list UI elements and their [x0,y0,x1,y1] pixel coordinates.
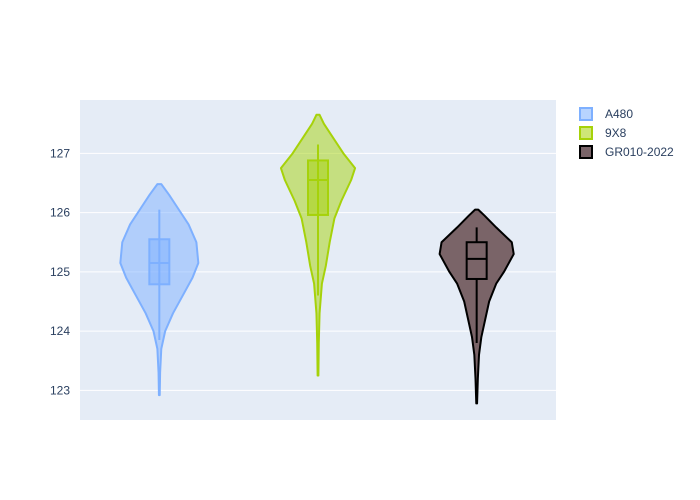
violin-box [148,238,171,286]
y-tick-label: 127 [50,146,70,160]
legend-swatch [579,145,593,159]
legend[interactable]: A480 9X8 GR010-2022 [579,107,674,159]
y-tick-label: 124 [50,324,70,338]
violin-9X8 [279,113,357,377]
violin-box [465,241,488,280]
legend-label: 9X8 [605,126,627,140]
legend-item-GR010-2022[interactable]: GR010-2022 [579,145,674,159]
y-axis-ticks: 123 124 125 126 127 [50,146,70,397]
legend-item-A480[interactable]: A480 [579,107,633,121]
legend-item-9X8[interactable]: 9X8 [579,126,627,140]
y-tick-label: 126 [50,206,70,220]
legend-swatch [579,126,593,140]
legend-label: A480 [605,107,633,121]
y-tick-label: 125 [50,265,70,279]
violin-GR010-2022 [438,208,515,405]
violins [119,113,515,405]
violin-box [307,159,329,216]
y-tick-label: 123 [50,383,70,397]
legend-label: GR010-2022 [605,145,674,159]
violin-A480 [119,183,200,397]
legend-swatch [579,107,593,121]
